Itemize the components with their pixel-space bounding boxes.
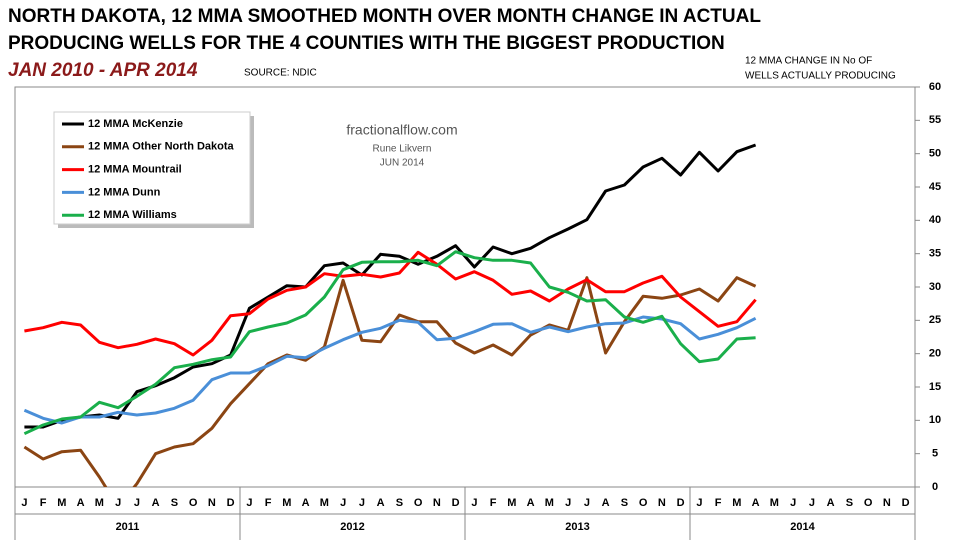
series-line [23,276,757,487]
y-tick-label: 20 [929,348,941,360]
x-tick-label: M [732,497,741,509]
x-tick-label: N [208,497,216,509]
watermark: JUN 2014 [380,158,425,169]
x-tick-label: S [171,497,178,509]
x-tick-label: J [134,497,140,509]
x-tick-label: J [790,497,796,509]
x-tick-label: F [40,497,47,509]
x-tick-label: M [57,497,66,509]
y-tick-label: 40 [929,214,941,226]
x-tick-label: D [452,497,460,509]
source: SOURCE: NDIC [244,68,317,79]
x-tick-label: J [696,497,702,509]
x-tick-label: J [246,497,252,509]
legend-label: 12 MMA Other North Dakota [88,141,235,153]
chart-title: NORTH DAKOTA, 12 MMA SMOOTHED MONTH OVER… [8,6,761,27]
x-tick-label: J [584,497,590,509]
x-tick-label: O [414,497,423,509]
y-tick-label: 50 [929,148,941,160]
legend-label: 12 MMA McKenzie [88,118,183,130]
year-label: 2014 [790,521,815,533]
watermark: fractionalflow.com [346,122,457,138]
x-tick-label: J [340,497,346,509]
y-tick-label: 10 [929,414,941,426]
x-tick-label: F [490,497,497,509]
y-tick-label: 45 [929,181,941,193]
x-tick-label: S [846,497,853,509]
x-tick-label: A [527,497,535,509]
x-tick-label: D [677,497,685,509]
legend-label: 12 MMA Williams [88,209,177,221]
x-tick-label: A [827,497,835,509]
year-label: 2011 [116,521,140,533]
x-tick-label: M [282,497,291,509]
x-tick-label: F [265,497,272,509]
x-tick-label: A [77,497,85,509]
x-tick-label: M [320,497,329,509]
x-tick-label: M [507,497,516,509]
x-tick-label: J [21,497,27,509]
x-tick-label: J [565,497,571,509]
x-tick-label: J [471,497,477,509]
series-line [23,315,757,425]
x-tick-label: O [864,497,873,509]
y-tick-label: 35 [929,248,941,260]
x-tick-label: A [752,497,760,509]
chart-title: PRODUCING WELLS FOR THE 4 COUNTIES WITH … [8,33,725,54]
year-label: 2013 [565,521,589,533]
y-tick-label: 55 [929,114,941,126]
x-tick-label: A [302,497,310,509]
x-tick-label: N [433,497,441,509]
y-axis-label: 12 MMA CHANGE IN No OF [745,56,872,67]
y-tick-label: 25 [929,314,941,326]
x-tick-label: N [658,497,666,509]
y-tick-label: 60 [929,81,941,93]
x-tick-label: J [809,497,815,509]
x-tick-label: S [621,497,628,509]
x-tick-label: M [770,497,779,509]
y-tick-label: 0 [932,481,938,493]
y-tick-label: 15 [929,381,941,393]
x-tick-label: F [715,497,722,509]
year-label: 2012 [340,521,364,533]
x-tick-label: A [602,497,610,509]
chart-subtitle: JAN 2010 - APR 2014 [8,60,198,81]
series-line [23,250,756,436]
x-tick-label: M [95,497,104,509]
x-tick-label: O [189,497,198,509]
x-tick-label: S [396,497,403,509]
x-tick-label: J [115,497,121,509]
x-tick-label: M [545,497,554,509]
y-tick-label: 30 [929,281,941,293]
y-tick-label: 5 [932,448,938,460]
x-tick-label: A [152,497,160,509]
x-tick-label: O [639,497,648,509]
legend-label: 12 MMA Mountrail [88,164,182,176]
y-axis-label: WELLS ACTUALLY PRODUCING [745,71,896,82]
series-line [24,250,757,357]
x-tick-label: J [359,497,365,509]
x-tick-label: A [377,497,385,509]
x-tick-label: N [883,497,891,509]
legend [53,111,251,225]
x-tick-label: D [227,497,235,509]
legend-label: 12 MMA Dunn [88,186,161,198]
watermark: Rune Likvern [373,144,432,155]
x-tick-label: D [902,497,910,509]
